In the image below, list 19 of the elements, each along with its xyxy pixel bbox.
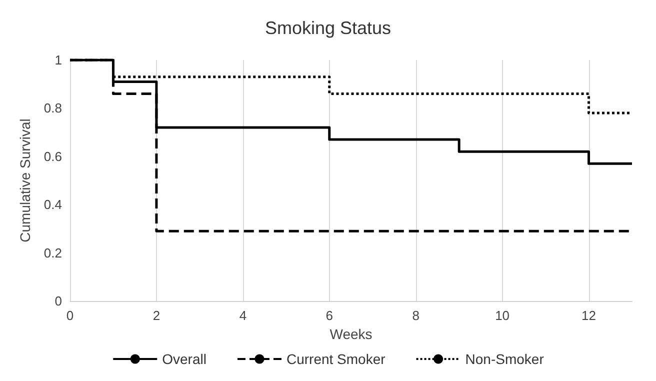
x-tick-label: 2 [152,308,160,323]
y-tick-label: 0.4 [44,197,62,212]
legend-label: Overall [162,351,206,367]
chart-title: Smoking Status [264,18,392,38]
legend-label: Current Smoker [286,351,386,367]
y-tick-label: 0.8 [44,100,62,116]
y-tick-label: 0.2 [44,245,62,260]
x-tick-label: 4 [239,308,247,323]
y-tick-label: 0 [54,294,62,308]
x-tick-label: 0 [66,308,74,323]
x-tick-label: 8 [412,308,420,323]
x-axis-title: Weeks [330,326,372,342]
x-tick-label: 6 [326,308,333,323]
x-tick-label: 12 [582,308,596,323]
y-tick-label: 1 [54,52,62,68]
y-axis-title: Cumulative Survival [17,118,33,242]
x-tick-label: 10 [495,308,510,323]
y-tick-label: 0.6 [44,148,62,164]
legend-label: Non-Smoker [465,351,544,367]
